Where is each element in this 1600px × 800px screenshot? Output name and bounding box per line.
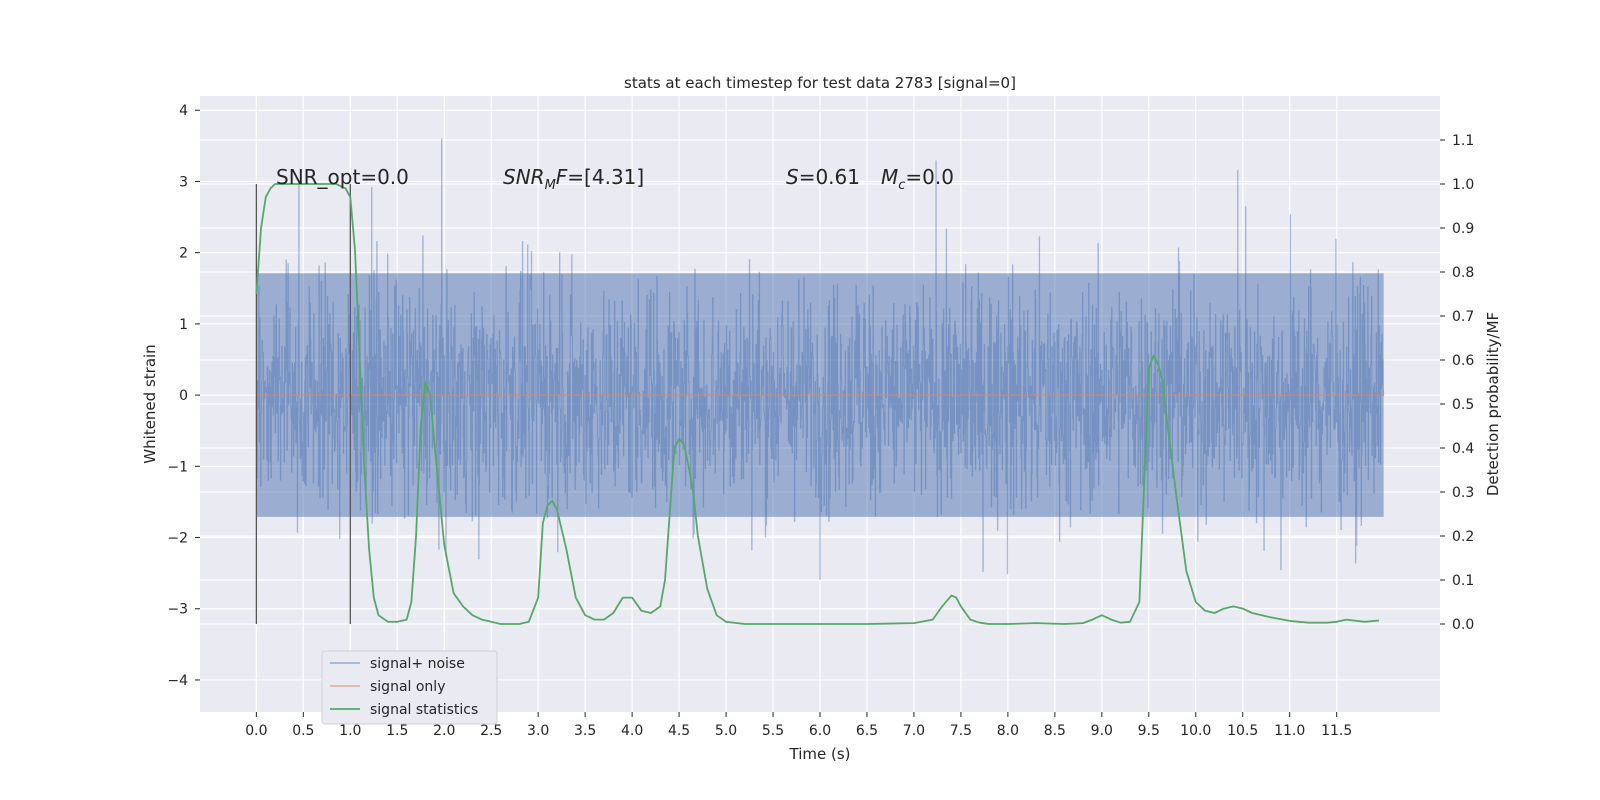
y-tick-label-right: 0.3 — [1452, 485, 1474, 501]
y-tick-label-left: 2 — [179, 246, 188, 262]
chart-title: stats at each timestep for test data 278… — [624, 74, 1016, 92]
x-tick-label: 4.5 — [668, 723, 690, 739]
annotation-mc-value: Mc=0.0 — [881, 165, 954, 193]
signal-statistics-series — [255, 183, 1380, 625]
annotation-snr-opt: SNR_opt=0.0 — [276, 165, 409, 189]
x-tick-label: 9.5 — [1138, 723, 1160, 739]
x-tick-label: 4.0 — [621, 723, 643, 739]
x-axis-label: Time (s) — [789, 745, 851, 763]
y-tick-label-right: 0.7 — [1452, 309, 1474, 325]
y-tick-label-right: 0.9 — [1452, 221, 1474, 237]
y-tick-label-right: 0.5 — [1452, 397, 1474, 413]
y-tick-label-left: 1 — [179, 317, 188, 333]
y-tick-label-right: 0.6 — [1452, 353, 1474, 369]
x-tick-label: 2.5 — [480, 723, 502, 739]
signal-statistics-line — [255, 183, 1380, 625]
legend-box — [321, 650, 498, 725]
x-tick-label: 0.0 — [245, 723, 267, 739]
x-tick-labels: 0.0 0.5 1.0 1.5 2.0 2.5 3.0 3.5 4.0 4.5 5.0 5.5 6.0 6… — [245, 712, 1352, 739]
legend-label-noise: signal+ noise — [370, 656, 465, 672]
x-tick-label: 0.5 — [292, 723, 314, 739]
y-tick-label-right: 1.0 — [1452, 177, 1474, 193]
y-tick-label-right: 0.2 — [1452, 529, 1474, 545]
y-tick-label-left: 4 — [179, 103, 188, 119]
y-tick-label-left: −3 — [167, 602, 188, 618]
y-axis-label-left: Whitened strain — [141, 344, 159, 463]
x-tick-label: 3.5 — [574, 723, 596, 739]
y-tick-label-right: 0.1 — [1452, 573, 1474, 589]
annotation-snr-mf: SNRMF=[4.31] — [503, 165, 644, 193]
x-tick-label: 6.5 — [856, 723, 878, 739]
x-tick-label: 11.0 — [1274, 723, 1305, 739]
y-tick-labels-left: −4 −3 −2 −1 0 1 2 3 4 — [167, 103, 200, 689]
x-tick-label: 11.5 — [1321, 723, 1352, 739]
vertical-marker-lines — [255, 184, 351, 624]
y-tick-label-left: −2 — [167, 531, 188, 547]
x-tick-label: 2.0 — [433, 723, 455, 739]
x-tick-label: 8.0 — [997, 723, 1019, 739]
x-tick-label: 5.5 — [762, 723, 784, 739]
legend-label-statistics: signal statistics — [370, 702, 478, 718]
y-tick-label-left: 0 — [179, 388, 188, 404]
legend: signal+ noise signal only signal statist… — [321, 650, 498, 725]
x-tick-label: 9.0 — [1091, 723, 1113, 739]
y-tick-label-right: 1.1 — [1452, 133, 1474, 149]
x-tick-label: 5.0 — [715, 723, 737, 739]
x-tick-label: 6.0 — [809, 723, 831, 739]
y-tick-label-right: 0.0 — [1452, 617, 1474, 633]
x-tick-label: 7.5 — [950, 723, 972, 739]
y-tick-label-left: −4 — [167, 673, 188, 689]
y-tick-labels-right: 0.0 0.1 0.2 0.3 0.4 0.5 0.6 0.7 0.8 0.9 1.0 1.1 — [1440, 133, 1474, 633]
x-tick-label: 7.0 — [903, 723, 925, 739]
noise-series-line — [255, 138, 1385, 580]
x-tick-label: 8.5 — [1044, 723, 1066, 739]
x-tick-label: 3.0 — [527, 723, 549, 739]
x-tick-label: 10.5 — [1227, 723, 1258, 739]
y-tick-label-right: 0.4 — [1452, 441, 1474, 457]
x-tick-label: 1.5 — [386, 723, 408, 739]
y-tick-label-right: 0.8 — [1452, 265, 1474, 281]
y-axis-label-right: Detection probability/MF — [1484, 312, 1502, 496]
y-tick-label-left: −1 — [167, 459, 188, 475]
annotation-s-value: S=0.61 — [786, 165, 860, 189]
x-tick-label: 1.0 — [339, 723, 361, 739]
x-tick-label: 10.0 — [1180, 723, 1211, 739]
y-tick-label-left: 3 — [179, 174, 188, 190]
legend-label-signal: signal only — [370, 679, 445, 695]
